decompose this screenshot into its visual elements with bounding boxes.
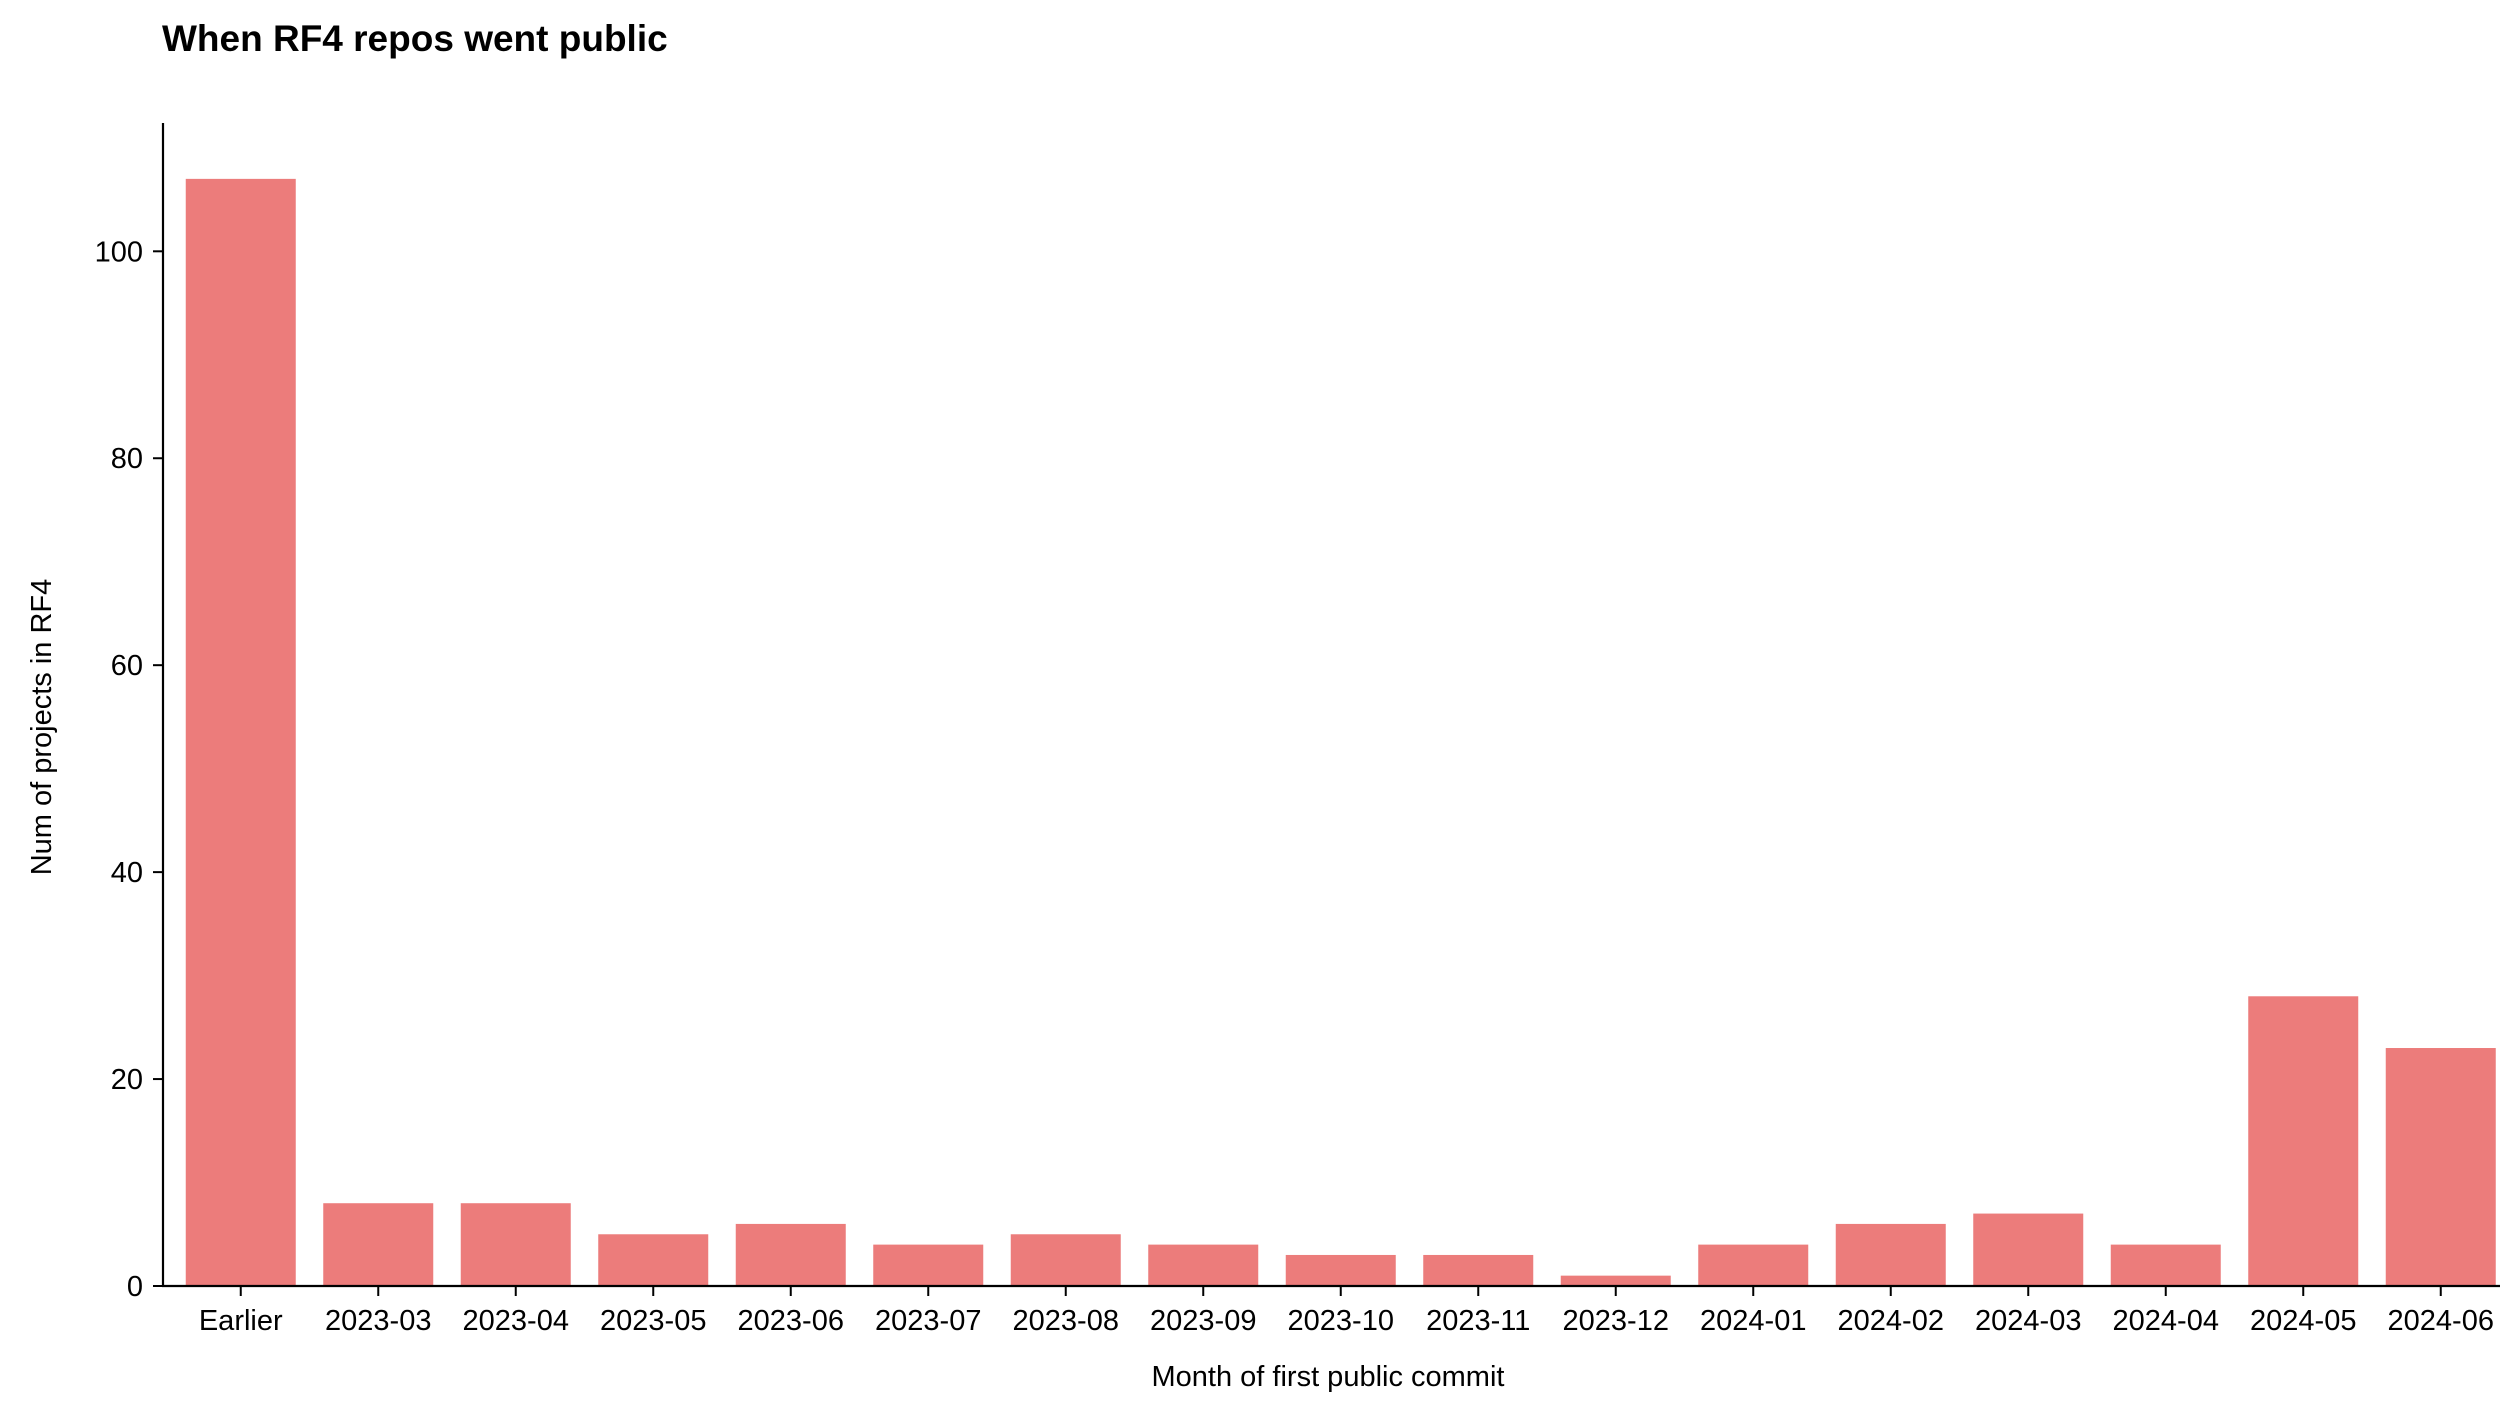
x-tick-label: 2024-04 (2113, 1305, 2219, 1337)
x-tick-label: 2023-03 (325, 1305, 431, 1337)
y-tick-label: 80 (111, 443, 143, 475)
bar-2023-10 (1285, 1254, 1396, 1286)
x-axis: Earlier 2023-03 2023-04 2023-05 2023-06 2023-… (162, 1284, 2500, 1337)
y-tick-label: 40 (111, 857, 143, 889)
bar-2024-03 (1973, 1213, 2084, 1286)
x-tick-label: 2024-02 (1838, 1305, 1944, 1337)
y-tick-label: 0 (127, 1271, 143, 1303)
y-tick-label: 100 (95, 236, 143, 268)
bar-2024-05 (2248, 996, 2359, 1286)
bar-2023-04 (460, 1203, 571, 1286)
bar-2023-06 (735, 1223, 846, 1286)
x-tick-label: Earlier (199, 1305, 283, 1337)
bar-2023-03 (323, 1203, 434, 1286)
y-tick-label: 20 (111, 1064, 143, 1096)
bars-group (185, 178, 2496, 1286)
bar-2023-07 (873, 1244, 984, 1286)
bar-Earlier (185, 178, 296, 1286)
bar-2023-08 (1010, 1234, 1121, 1286)
x-tick-label: 2023-08 (1013, 1305, 1119, 1337)
chart-title: When RF4 repos went public (162, 18, 668, 59)
y-tick-label: 60 (111, 650, 143, 682)
x-tick-label: 2024-05 (2250, 1305, 2356, 1337)
bar-2024-06 (2385, 1048, 2496, 1286)
x-tick-label: 2024-01 (1700, 1305, 1806, 1337)
x-tick-label: 2024-06 (2388, 1305, 2494, 1337)
x-tick-label: 2023-05 (600, 1305, 706, 1337)
y-axis: 0 20 40 60 80 100 (95, 123, 165, 1303)
x-tick-label: 2023-11 (1426, 1305, 1530, 1337)
x-axis-label: Month of first public commit (1152, 1361, 1505, 1393)
bar-2023-12 (1560, 1275, 1671, 1286)
y-axis-label: Num of projects in RF4 (26, 579, 58, 876)
x-tick-label: 2023-09 (1150, 1305, 1256, 1337)
bar-2023-09 (1148, 1244, 1259, 1286)
x-tick-label: 2023-06 (738, 1305, 844, 1337)
bar-2023-05 (598, 1234, 709, 1286)
bar-2023-11 (1423, 1254, 1534, 1286)
x-tick-label: 2023-12 (1563, 1305, 1669, 1337)
bar-2024-01 (1698, 1244, 1809, 1286)
x-tick-label: 2023-10 (1288, 1305, 1394, 1337)
x-tick-label: 2024-03 (1975, 1305, 2081, 1337)
bar-2024-04 (2110, 1244, 2221, 1286)
x-tick-label: 2023-04 (463, 1305, 569, 1337)
bar-2024-02 (1835, 1223, 1946, 1286)
x-tick-label: 2023-07 (875, 1305, 981, 1337)
